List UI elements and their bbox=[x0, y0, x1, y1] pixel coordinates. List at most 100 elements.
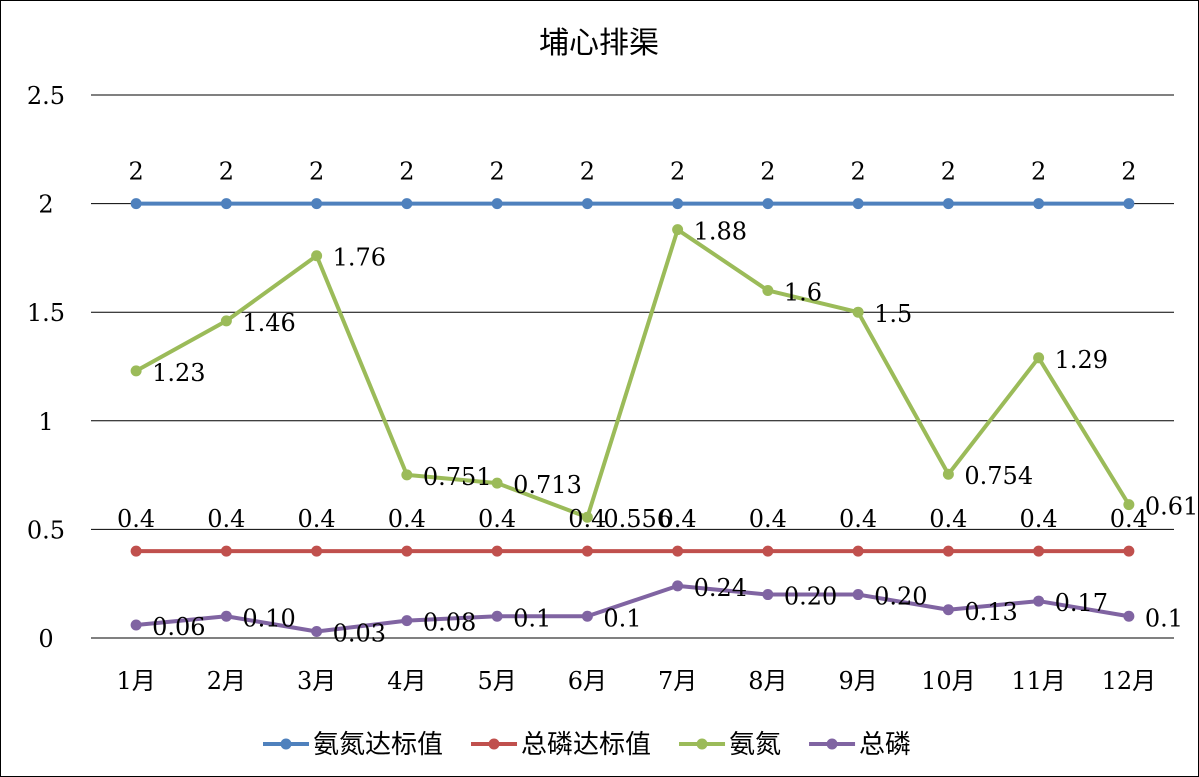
data-point bbox=[401, 469, 413, 481]
data-point bbox=[581, 198, 593, 210]
data-point bbox=[491, 198, 503, 210]
x-tick-label: 11月 bbox=[1011, 667, 1066, 695]
x-tick-label: 1月 bbox=[116, 667, 155, 695]
data-label: 2 bbox=[219, 158, 234, 186]
data-label: 1.76 bbox=[333, 244, 386, 272]
legend-item: 氨氮达标值 bbox=[263, 730, 443, 760]
legend-item: 总磷达标值 bbox=[471, 730, 651, 760]
data-point bbox=[311, 250, 323, 262]
x-tick-label: 7月 bbox=[658, 667, 697, 695]
series-1 bbox=[130, 198, 1135, 210]
x-tick-label: 2月 bbox=[207, 667, 246, 695]
data-label: 0.713 bbox=[513, 471, 582, 499]
data-point bbox=[581, 545, 593, 557]
data-label: 0.754 bbox=[964, 462, 1033, 490]
data-label: 2 bbox=[489, 158, 504, 186]
data-label: 0.4 bbox=[929, 505, 967, 533]
legend-label: 总磷达标值 bbox=[521, 730, 651, 760]
data-label: 0.4 bbox=[298, 505, 336, 533]
data-point bbox=[852, 589, 864, 601]
data-label: 0.4 bbox=[659, 505, 697, 533]
x-tick-label: 4月 bbox=[387, 667, 426, 695]
data-point bbox=[762, 198, 774, 210]
data-point bbox=[311, 625, 323, 637]
data-label: 1.29 bbox=[1055, 346, 1108, 374]
data-label: 0.24 bbox=[694, 574, 747, 602]
data-label: 0.614 bbox=[1145, 493, 1198, 521]
data-point bbox=[1033, 352, 1045, 364]
data-point bbox=[1123, 198, 1135, 210]
data-point bbox=[311, 198, 323, 210]
data-point bbox=[311, 545, 323, 557]
data-point bbox=[220, 545, 232, 557]
data-point bbox=[942, 545, 954, 557]
data-label: 0.06 bbox=[152, 613, 205, 641]
y-tick-label: 0.5 bbox=[27, 516, 65, 544]
data-point bbox=[762, 589, 774, 601]
x-tick-label: 12月 bbox=[1102, 667, 1157, 695]
data-labels-layer: 2 2 2 2 2 2 2 2 2 2 2 20.4 0.4 0.4 0.4 0.4 0.4 0.4 0.4 0.4 0… bbox=[117, 158, 1198, 648]
data-label: 0.03 bbox=[333, 619, 386, 647]
legend: 氨氮达标值 总磷达标值 氨氮 总磷 bbox=[263, 730, 911, 760]
legend-label: 氨氮 bbox=[729, 730, 781, 760]
data-label: 2 bbox=[941, 158, 956, 186]
data-point bbox=[852, 306, 864, 318]
data-point bbox=[130, 545, 142, 557]
data-point bbox=[1123, 610, 1135, 622]
data-point bbox=[581, 511, 593, 523]
legend-swatch-marker bbox=[488, 738, 500, 750]
legend-swatch-marker bbox=[696, 738, 708, 750]
y-tick-label: 2 bbox=[38, 191, 53, 219]
x-tick-label: 8月 bbox=[748, 667, 787, 695]
legend-label: 总磷 bbox=[859, 730, 911, 760]
data-point bbox=[220, 198, 232, 210]
data-point bbox=[220, 610, 232, 622]
y-tick-label: 2.5 bbox=[27, 82, 65, 110]
data-label: 2 bbox=[399, 158, 414, 186]
data-point bbox=[220, 315, 232, 327]
data-point bbox=[762, 284, 774, 296]
data-point bbox=[672, 580, 684, 592]
data-label: 2 bbox=[1031, 158, 1046, 186]
data-label: 0.1 bbox=[1145, 604, 1183, 632]
data-point bbox=[672, 545, 684, 557]
data-label: 0.4 bbox=[478, 505, 516, 533]
data-label: 2 bbox=[760, 158, 775, 186]
x-tick-label: 9月 bbox=[838, 667, 877, 695]
legend-swatch-marker bbox=[826, 738, 838, 750]
data-point bbox=[672, 224, 684, 236]
data-label: 0.556 bbox=[603, 505, 672, 533]
chart-title: 埔心排渠 bbox=[539, 26, 659, 61]
data-label: 0.4 bbox=[1110, 505, 1148, 533]
data-label: 0.08 bbox=[423, 609, 476, 637]
data-point bbox=[852, 198, 864, 210]
data-label: 0.4 bbox=[207, 505, 245, 533]
x-tick-label: 10月 bbox=[921, 667, 976, 695]
data-point bbox=[942, 604, 954, 616]
data-point bbox=[130, 619, 142, 631]
y-axis-tick-labels: 0 0.5 1 1.5 2 2.5 bbox=[27, 82, 65, 653]
data-point bbox=[1033, 595, 1045, 607]
data-label: 2 bbox=[850, 158, 865, 186]
x-tick-label: 6月 bbox=[568, 667, 607, 695]
data-label: 2 bbox=[1121, 158, 1136, 186]
data-label: 1.88 bbox=[694, 218, 747, 246]
data-label: 0.4 bbox=[388, 505, 426, 533]
data-label: 1.46 bbox=[242, 309, 295, 337]
x-axis-tick-labels: 1月 2月 3月 4月 5月 6月 7月 8月 9月 10月 11月 12月 bbox=[116, 667, 1156, 695]
legend-label: 氨氮达标值 bbox=[313, 730, 443, 760]
data-point bbox=[401, 545, 413, 557]
gridlines bbox=[91, 94, 1174, 639]
data-label: 0.20 bbox=[874, 583, 927, 611]
data-label: 0.751 bbox=[423, 463, 492, 491]
data-point bbox=[762, 545, 774, 557]
data-point bbox=[581, 610, 593, 622]
data-point bbox=[852, 545, 864, 557]
data-point bbox=[401, 615, 413, 627]
data-label: 0.20 bbox=[784, 583, 837, 611]
data-label: 0.1 bbox=[513, 604, 551, 632]
data-label: 0.1 bbox=[603, 604, 641, 632]
data-label: 1.23 bbox=[152, 359, 205, 387]
